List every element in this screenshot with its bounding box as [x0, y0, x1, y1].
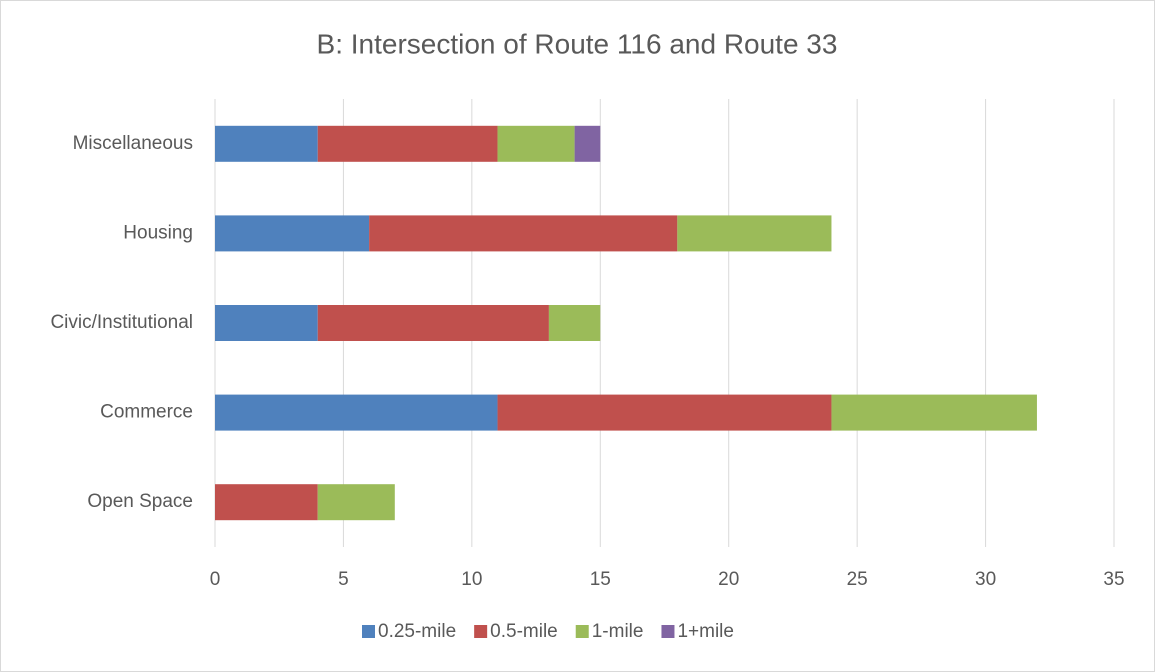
y-tick-label: Open Space	[87, 491, 193, 512]
x-tick-label: 20	[718, 569, 739, 590]
bar-segment	[215, 215, 370, 252]
bar-segment	[831, 394, 1037, 431]
x-tick-label: 25	[847, 569, 868, 590]
bar-segment	[215, 125, 318, 162]
y-tick-label: Commerce	[100, 402, 193, 423]
chart-title: B: Intersection of Route 116 and Route 3…	[317, 28, 838, 59]
bar-segment	[548, 305, 601, 341]
bar-segment	[677, 215, 832, 252]
x-tick-label: 15	[590, 569, 611, 590]
legend-label: 0.25-mile	[378, 621, 456, 642]
legend-swatch	[474, 625, 488, 638]
bar-segment	[215, 394, 498, 431]
y-tick-label: Housing	[123, 222, 193, 243]
bar-segment	[215, 305, 318, 341]
y-tick-label: Miscellaneous	[73, 133, 193, 154]
bar-segment	[317, 125, 498, 162]
bar-segment	[317, 305, 549, 341]
bar-segment	[574, 125, 601, 162]
legend-label: 1-mile	[592, 621, 644, 642]
bar-segment	[497, 125, 575, 162]
x-tick-label: 35	[1103, 569, 1124, 590]
y-tick-label: Civic/Institutional	[50, 312, 193, 333]
legend-label: 1+mile	[677, 621, 734, 642]
legend-swatch	[661, 625, 675, 638]
legend-swatch	[362, 625, 375, 638]
x-tick-label: 0	[210, 569, 221, 590]
bar-segment	[369, 215, 678, 252]
x-tick-label: 30	[975, 569, 996, 590]
legend-swatch	[575, 625, 589, 638]
bar-segment	[317, 484, 395, 521]
bar-segment	[215, 484, 318, 521]
x-tick-label: 5	[338, 569, 349, 590]
x-tick-label: 10	[461, 569, 482, 590]
legend-label: 0.5-mile	[490, 621, 558, 642]
bar-segment	[497, 394, 832, 431]
